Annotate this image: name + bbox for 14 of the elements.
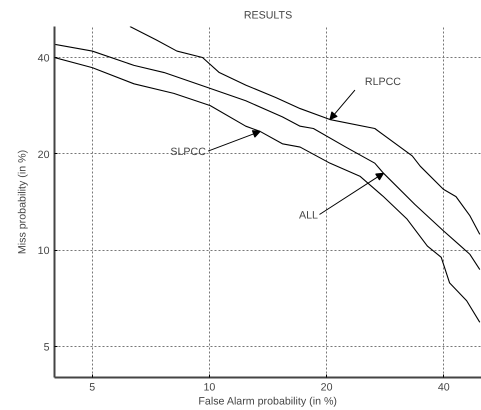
- annotation: ALL: [298, 209, 318, 222]
- x-tick-label: 5: [89, 382, 96, 394]
- x-axis-title: False Alarm probability (in %): [198, 396, 337, 408]
- y-axis-title: Miss probability (in %): [16, 150, 29, 254]
- x-tick-label: 10: [203, 382, 216, 394]
- annotation: SLPCC: [170, 146, 206, 158]
- y-tick-label: 10: [38, 245, 50, 258]
- chart-title: RESULTS: [244, 10, 292, 22]
- x-tick-label: 40: [438, 382, 450, 394]
- annotation: RLPCC: [364, 76, 402, 88]
- y-tick-label: 40: [38, 52, 50, 65]
- y-tick-label: 5: [44, 341, 50, 354]
- y-tick-label: 20: [38, 148, 50, 161]
- x-tick-label: 20: [320, 382, 333, 394]
